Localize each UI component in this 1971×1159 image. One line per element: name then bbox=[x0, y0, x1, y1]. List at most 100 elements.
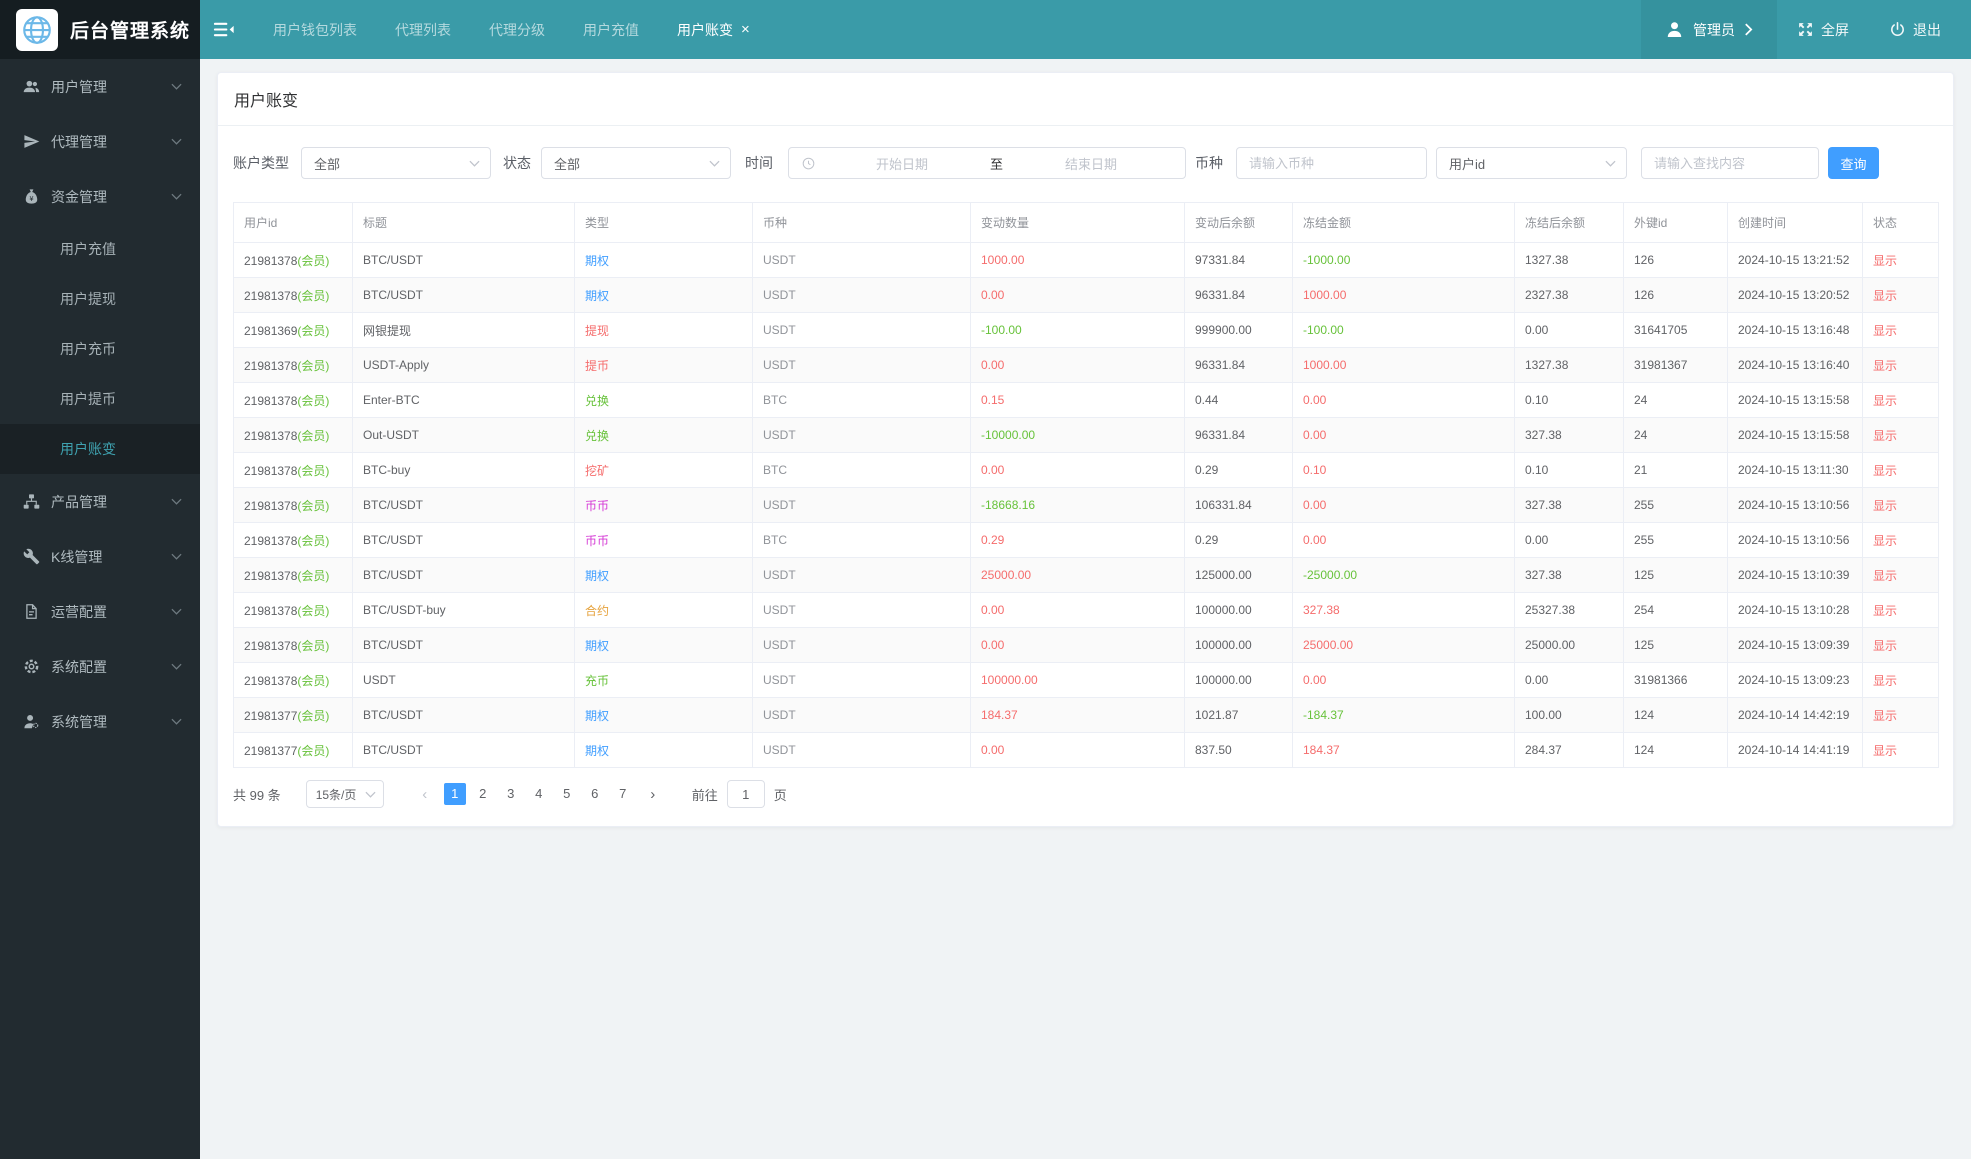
prev-page-button[interactable]: ‹ bbox=[422, 785, 428, 803]
cell-coin: USDT bbox=[752, 662, 971, 698]
status-show-link[interactable]: 显示 bbox=[1873, 603, 1898, 618]
table-row: 21981377(会员) BTC/USDT 期权 USDT 184.37 1021.87-… bbox=[233, 697, 1939, 733]
sidebar-item[interactable]: 代理管理 bbox=[0, 114, 200, 169]
cell-type: 币币 bbox=[574, 487, 753, 523]
search-type-select[interactable]: 用户id bbox=[1436, 147, 1627, 179]
status-show-link[interactable]: 显示 bbox=[1873, 393, 1898, 408]
search-button[interactable]: 查询 bbox=[1828, 147, 1879, 179]
table-row: 21981378(会员) BTC/USDT 期权 USDT 1000.00 97331.8… bbox=[233, 242, 1939, 278]
tab-bar: 用户钱包列表 代理列表 代理分级 用户充值 用户账变 × bbox=[254, 0, 769, 59]
next-page-button[interactable]: › bbox=[650, 785, 656, 803]
header-tab-label: 用户账变 bbox=[677, 21, 733, 38]
cell-title: BTC/USDT bbox=[352, 732, 575, 768]
header-tab[interactable]: 用户充值 bbox=[564, 0, 658, 59]
cell-foreign-id: 254 bbox=[1623, 592, 1728, 628]
table-row: 21981378(会员) Enter-BTC 兑换 BTC 0.15 0.44 0.00 0.… bbox=[233, 382, 1939, 418]
cell-type: 币币 bbox=[574, 522, 753, 558]
cell-coin: USDT bbox=[752, 277, 971, 313]
status-show-link[interactable]: 显示 bbox=[1873, 463, 1898, 478]
header-tab[interactable]: 用户账变 × bbox=[658, 0, 769, 59]
coin-input[interactable] bbox=[1236, 147, 1427, 179]
logout-button[interactable]: 退出 bbox=[1869, 0, 1961, 59]
status-select[interactable]: 全部 bbox=[541, 147, 731, 179]
status-show-link[interactable]: 显示 bbox=[1873, 743, 1898, 758]
status-show-link[interactable]: 显示 bbox=[1873, 428, 1898, 443]
status-show-link[interactable]: 显示 bbox=[1873, 358, 1898, 373]
fullscreen-button[interactable]: 全屏 bbox=[1777, 0, 1869, 59]
fullscreen-icon bbox=[1797, 21, 1814, 38]
table-row: 21981378(会员) BTC/USDT 币币 USDT -18668.16 10633… bbox=[233, 487, 1939, 523]
status-show-link[interactable]: 显示 bbox=[1873, 533, 1898, 548]
date-range-input[interactable]: 开始日期 至 结束日期 bbox=[788, 147, 1186, 179]
chevron-down-icon bbox=[171, 83, 182, 90]
page-button-4[interactable]: 4 bbox=[535, 786, 543, 801]
cell-status: 显示 bbox=[1862, 242, 1939, 278]
cell-type: 期权 bbox=[574, 242, 753, 278]
page-button-3[interactable]: 3 bbox=[507, 786, 515, 801]
status-show-link[interactable]: 显示 bbox=[1873, 253, 1898, 268]
sidebar-item[interactable]: K线管理 bbox=[0, 529, 200, 584]
cell-frozen-change: 184.37 bbox=[1292, 732, 1515, 768]
sidebar-item[interactable]: ¥ 资金管理 bbox=[0, 169, 200, 224]
cell-after-balance: 96331.84 bbox=[1184, 417, 1293, 453]
globe-icon bbox=[16, 8, 58, 51]
status-show-link[interactable]: 显示 bbox=[1873, 288, 1898, 303]
status-show-link[interactable]: 显示 bbox=[1873, 568, 1898, 583]
range-separator: 至 bbox=[990, 156, 1004, 172]
cell-after-balance: 0.29 bbox=[1184, 522, 1293, 558]
cell-change: 0.00 bbox=[970, 732, 1185, 768]
admin-menu-button[interactable]: 管理员 bbox=[1641, 0, 1777, 59]
sidebar-item[interactable]: 运营配置 bbox=[0, 584, 200, 639]
sidebar-subitem[interactable]: 用户账变 bbox=[0, 424, 200, 474]
page-size-select[interactable]: 15条/页 bbox=[305, 780, 384, 808]
header-tab-label: 用户钱包列表 bbox=[273, 21, 357, 38]
sidebar-subitem[interactable]: 用户提币 bbox=[60, 391, 116, 407]
column-header: 变动数量 bbox=[970, 202, 1185, 243]
table-row: 21981378(会员) BTC/USDT 币币 BTC 0.29 0.29 0.00 0.0… bbox=[233, 522, 1939, 558]
tab-close-icon[interactable]: × bbox=[741, 21, 750, 38]
header-tab[interactable]: 代理分级 bbox=[470, 0, 564, 59]
cell-user-id: 21981378(会员) bbox=[233, 487, 353, 523]
cell-user-id: 21981378(会员) bbox=[233, 347, 353, 383]
sidebar-item[interactable]: 系统管理 bbox=[0, 694, 200, 749]
status-show-link[interactable]: 显示 bbox=[1873, 638, 1898, 653]
header-tab[interactable]: 用户钱包列表 bbox=[254, 0, 376, 59]
cell-change: 184.37 bbox=[970, 697, 1185, 733]
status-show-link[interactable]: 显示 bbox=[1873, 323, 1898, 338]
cell-status: 显示 bbox=[1862, 347, 1939, 383]
goto-page-input[interactable] bbox=[726, 780, 765, 808]
cell-type: 期权 bbox=[574, 277, 753, 313]
sidebar-item[interactable]: 产品管理 bbox=[0, 474, 200, 529]
cell-title: BTC/USDT bbox=[352, 242, 575, 278]
account-type-select[interactable]: 全部 bbox=[301, 147, 491, 179]
cell-status: 显示 bbox=[1862, 452, 1939, 488]
page-button-5[interactable]: 5 bbox=[563, 786, 571, 801]
page-button-2[interactable]: 2 bbox=[479, 786, 487, 801]
search-input[interactable] bbox=[1641, 147, 1819, 179]
sidebar-item[interactable]: 系统配置 bbox=[0, 639, 200, 694]
sidebar-toggle-button[interactable] bbox=[200, 0, 246, 59]
page-button-6[interactable]: 6 bbox=[591, 786, 599, 801]
page-button-7[interactable]: 7 bbox=[619, 786, 627, 801]
cell-change: 0.00 bbox=[970, 347, 1185, 383]
column-header: 冻结后余额 bbox=[1514, 202, 1624, 243]
status-show-link[interactable]: 显示 bbox=[1873, 708, 1898, 723]
page-button-1[interactable]: 1 bbox=[443, 783, 466, 805]
cell-title: BTC/USDT bbox=[352, 697, 575, 733]
status-label: 状态 bbox=[503, 155, 531, 171]
user-icon bbox=[1665, 20, 1684, 39]
cell-frozen-change: -100.00 bbox=[1292, 312, 1515, 348]
start-date-placeholder: 开始日期 bbox=[875, 156, 928, 172]
sidebar-subitem[interactable]: 用户提现 bbox=[60, 291, 116, 307]
status-show-link[interactable]: 显示 bbox=[1873, 498, 1898, 513]
cell-frozen-after: 1327.38 bbox=[1514, 347, 1624, 383]
status-show-link[interactable]: 显示 bbox=[1873, 673, 1898, 688]
sidebar-subitem[interactable]: 用户充值 bbox=[60, 241, 116, 257]
header-tab[interactable]: 代理列表 bbox=[376, 0, 470, 59]
cell-user-id: 21981377(会员) bbox=[233, 697, 353, 733]
cell-status: 显示 bbox=[1862, 732, 1939, 768]
sidebar-item[interactable]: 用户管理 bbox=[0, 59, 200, 114]
sidebar-subitem[interactable]: 用户充币 bbox=[60, 341, 116, 357]
account-type-value: 全部 bbox=[314, 156, 341, 172]
cell-after-balance: 97331.84 bbox=[1184, 242, 1293, 278]
